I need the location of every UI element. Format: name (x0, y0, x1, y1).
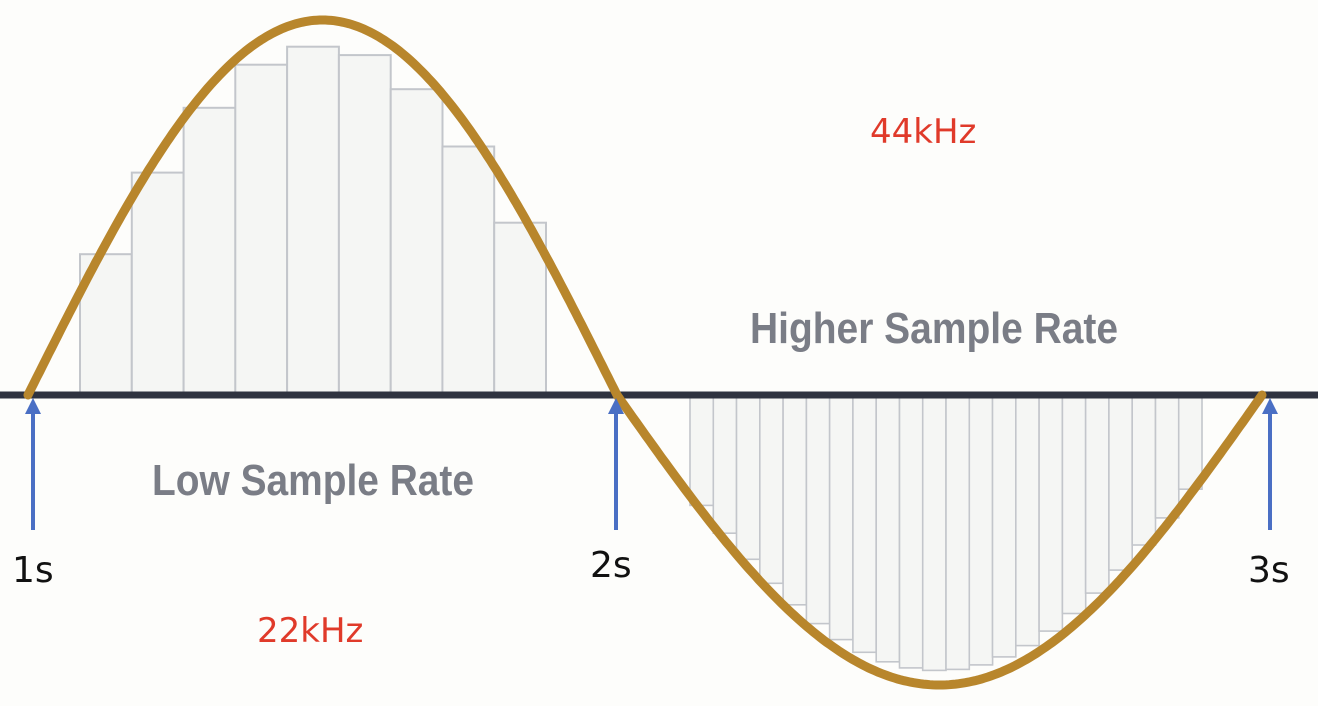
high-rate-bar (945, 394, 971, 671)
low-rate-bar (286, 45, 340, 396)
high-rate-bar (758, 394, 784, 585)
high-rate-bar (852, 394, 878, 654)
high-rate-frequency: 44kHz (870, 112, 976, 152)
high-rate-bar (805, 394, 831, 625)
low-rate-bar (441, 145, 496, 396)
low-rate-bar (130, 171, 185, 396)
high-rate-bar (735, 394, 761, 561)
low-rate-bar (389, 88, 444, 396)
high-rate-bar (1038, 394, 1064, 632)
high-rate-bar (875, 394, 901, 663)
arrow-up-icon (608, 398, 624, 530)
high-rate-bar (689, 394, 715, 507)
arrow-up-icon (25, 398, 41, 530)
high-rate-sample-bars (689, 394, 1203, 672)
time-marker-3s: 3s (1248, 550, 1290, 591)
high-rate-bar (1131, 394, 1157, 546)
time-marker-1s: 1s (12, 550, 54, 591)
low-rate-bar (493, 221, 548, 396)
time-marker-2s: 2s (590, 545, 632, 586)
higher-sample-rate-label: Higher Sample Rate (750, 304, 1118, 353)
high-rate-bar (1177, 394, 1203, 490)
low-rate-bar (234, 63, 289, 396)
high-rate-bar (782, 394, 808, 606)
high-rate-bar (1061, 394, 1087, 615)
high-rate-bar (1154, 394, 1180, 519)
low-rate-bar (337, 54, 392, 396)
high-rate-bar (898, 394, 924, 669)
high-rate-bar (991, 394, 1017, 658)
high-rate-bar (828, 394, 854, 641)
low-sample-rate-label: Low Sample Rate (152, 456, 474, 505)
arrow-up-icon (1262, 398, 1278, 530)
high-rate-bar (1084, 394, 1110, 594)
sine-wave (23, 15, 1267, 690)
low-rate-bar (182, 106, 237, 397)
low-rate-sample-bars (79, 45, 548, 397)
high-rate-bar (921, 394, 947, 672)
high-rate-bar (1014, 394, 1040, 647)
time-marker-arrows (25, 398, 1278, 530)
high-rate-bar (712, 394, 738, 534)
high-rate-bar (1108, 394, 1134, 571)
low-rate-frequency: 22kHz (257, 611, 363, 651)
high-rate-bar (968, 394, 994, 666)
